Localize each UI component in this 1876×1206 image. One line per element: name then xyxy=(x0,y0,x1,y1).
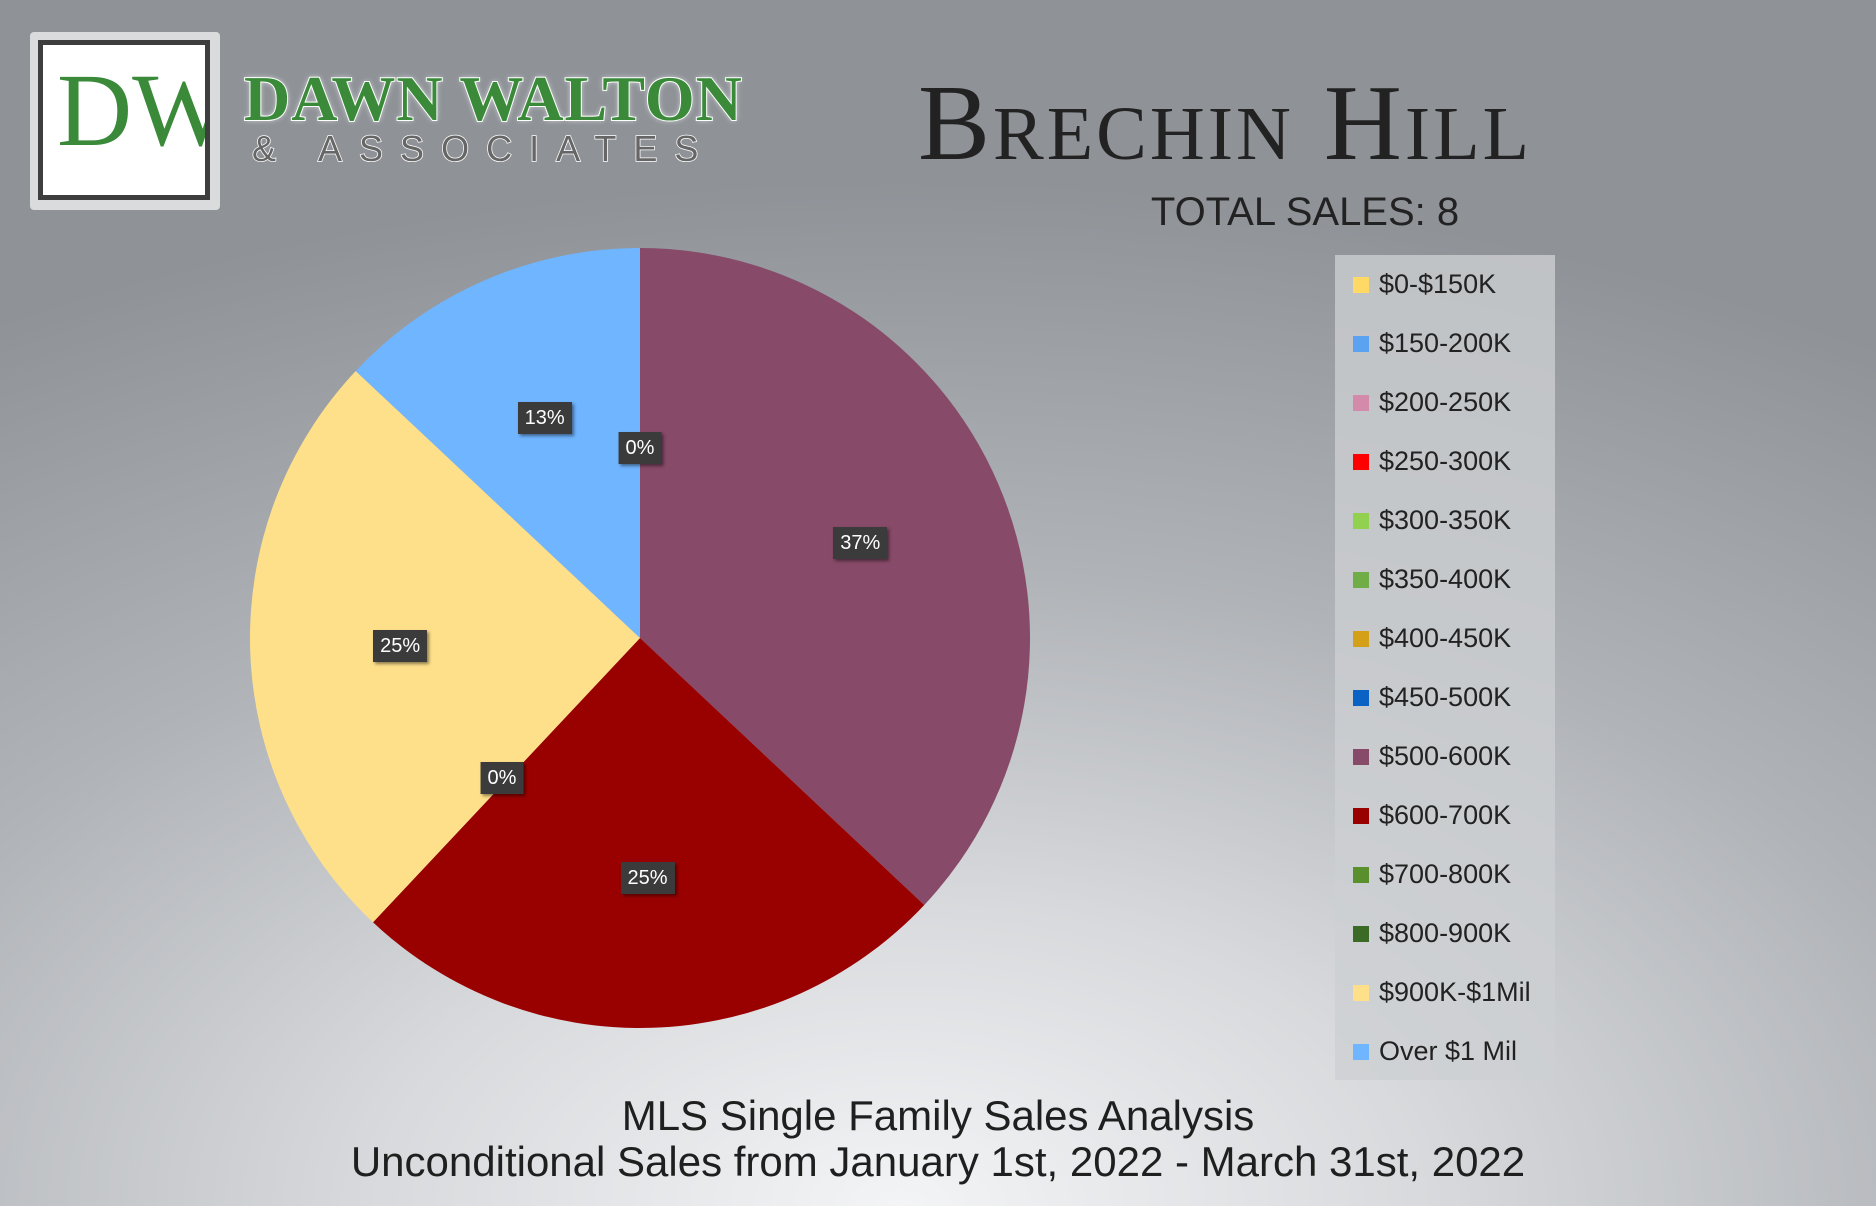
data-label: 37% xyxy=(833,526,888,559)
legend-item: $900K-$1Mil xyxy=(1353,975,1553,1011)
legend-swatch xyxy=(1353,395,1369,411)
legend-label: $200-250K xyxy=(1379,387,1512,417)
data-label: 25% xyxy=(620,861,675,894)
legend-swatch xyxy=(1353,277,1369,293)
legend-item: $0-$150K xyxy=(1353,267,1553,303)
legend: $0-$150K $150-200K $200-250K $250-300K $300-… xyxy=(1335,255,1555,1080)
legend-swatch xyxy=(1353,690,1369,706)
legend-item: Over $1 Mil xyxy=(1353,1034,1553,1070)
pie-slice xyxy=(249,371,640,923)
legend-swatch xyxy=(1353,1044,1369,1060)
legend-label: $800-900K xyxy=(1379,918,1512,948)
data-label: 25% xyxy=(373,629,428,662)
legend-item: $250-300K xyxy=(1353,444,1553,480)
footer-title: MLS Single Family Sales Analysis xyxy=(621,1092,1255,1139)
legend-item: $350-400K xyxy=(1353,562,1553,598)
legend-label: $900K-$1Mil xyxy=(1379,977,1531,1007)
legend-item: $500-600K xyxy=(1353,739,1553,775)
legend-item: $800-900K xyxy=(1353,916,1553,952)
legend-label: $300-350K xyxy=(1379,505,1512,535)
legend-label: $600-700K xyxy=(1379,800,1512,830)
legend-label: $0-$150K xyxy=(1379,269,1497,299)
legend-swatch xyxy=(1353,749,1369,765)
legend-swatch xyxy=(1353,513,1369,529)
pie-slice xyxy=(640,248,1030,905)
legend-swatch xyxy=(1353,336,1369,352)
logo-mark-text: DW xyxy=(57,53,205,168)
total-sales: TOTAL SALES: 8 xyxy=(1150,190,1460,234)
legend-item: $450-500K xyxy=(1353,680,1553,716)
legend-swatch xyxy=(1353,985,1369,1001)
dw-monogram-icon: DW xyxy=(57,53,205,168)
legend-item: $600-700K xyxy=(1353,798,1553,834)
pie-chart xyxy=(249,248,1030,1028)
legend-label: Over $1 Mil xyxy=(1379,1036,1518,1066)
legend-label: $500-600K xyxy=(1379,741,1512,771)
legend-swatch xyxy=(1353,454,1369,470)
pie-slice xyxy=(373,638,925,1028)
legend-item: $700-800K xyxy=(1353,857,1553,893)
legend-swatch xyxy=(1353,808,1369,824)
legend-item: $300-350K xyxy=(1353,503,1553,539)
pie-slice xyxy=(355,248,640,638)
legend-label: $350-400K xyxy=(1379,564,1512,594)
brand-name: DAWN WALTON xyxy=(243,62,743,135)
legend-label: $450-500K xyxy=(1379,682,1512,712)
legend-swatch xyxy=(1353,926,1369,942)
legend-label: $700-800K xyxy=(1379,859,1512,889)
data-label: 13% xyxy=(517,401,572,434)
legend-label: $400-450K xyxy=(1379,623,1512,653)
legend-item: $200-250K xyxy=(1353,385,1553,421)
footer-subtitle: Unconditional Sales from January 1st, 20… xyxy=(350,1138,1526,1185)
logo-frame: DW xyxy=(38,40,210,200)
legend-label: $250-300K xyxy=(1379,446,1512,476)
legend-swatch xyxy=(1353,631,1369,647)
legend-item: $150-200K xyxy=(1353,326,1553,362)
brand-subname: & ASSOCIATES xyxy=(251,127,716,170)
legend-item: $400-450K xyxy=(1353,621,1553,657)
logo: DW xyxy=(30,32,220,210)
legend-swatch xyxy=(1353,867,1369,883)
legend-label: $150-200K xyxy=(1379,328,1512,358)
data-label: 0% xyxy=(480,762,524,794)
chart-title: Brechin Hill xyxy=(918,64,1533,183)
legend-swatch xyxy=(1353,572,1369,588)
data-label: 0% xyxy=(618,432,662,464)
